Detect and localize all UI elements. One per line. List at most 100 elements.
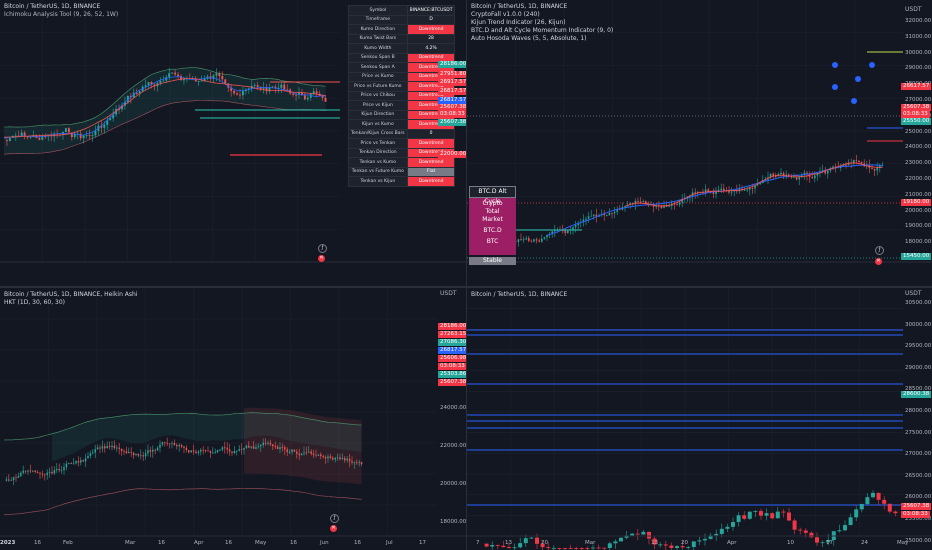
bl-candle [312,453,315,455]
tr-candle [590,215,592,217]
price-label: 27263.15 [438,331,466,338]
tl-candle [41,136,44,140]
table-key: Price vs Kumo [348,71,408,82]
tl-candle [286,89,289,91]
table-row: Tenkan vs Future Kumo Flat [348,166,456,177]
hkt-lower [3,488,362,516]
price-label: 03:08:33 [901,111,930,118]
tl-candle [144,85,147,87]
alert-icon[interactable]: ✕ [318,255,325,262]
divider-vertical[interactable] [466,0,467,550]
tr-candle [694,192,696,194]
x-tick: 24 [861,540,868,546]
br-candle [624,535,629,538]
tenkan-line [3,76,326,139]
alert-icon[interactable]: ✕ [330,525,337,532]
x-tick: 2023 [0,540,16,546]
br-candle [882,499,887,504]
tl-candle [8,137,11,142]
bl-candle [65,463,68,468]
alert-icon[interactable]: ✕ [875,258,882,265]
price-label: 26917.57 [438,79,466,86]
cycle-stable: Stable [469,257,516,265]
bl-candle [317,454,320,456]
tr-candle [730,191,733,193]
tr-candle [871,167,873,170]
bl-candle [300,453,303,456]
bl-candle [75,461,77,464]
chart-canvas-bl[interactable] [0,288,466,550]
pane-bottom-right[interactable]: Bitcoin / TetherUS, 1D, BINANCE USDT 305… [467,288,932,550]
pane-title-tl: Bitcoin / TetherUS, 1D, BINANCE Ichimoku… [4,3,118,19]
tl-candle [171,72,174,74]
bl-candle [108,446,111,448]
chart-canvas-br[interactable] [467,288,932,550]
x-tick: 16 [158,540,165,546]
tl-candle [312,91,315,94]
bl-candle [94,449,96,453]
table-row: Kumo Direction Downtrend [348,24,456,35]
br-candle [607,543,612,548]
table-key: Senkou Span A [348,62,408,73]
price-label: 26817.57 [438,88,466,95]
tr-candle [668,205,670,207]
hosoda-wave-dot [851,98,857,104]
pane-top-left[interactable]: Bitcoin / TetherUS, 1D, BINANCE Ichimoku… [0,0,466,273]
bl-candle [113,445,116,449]
table-key: Timeframe [348,14,408,25]
bl-candle [82,460,84,462]
br-candle [568,548,573,549]
tr-candle [707,189,709,192]
br-candle [501,545,506,548]
tl-candle [147,82,150,86]
price-label: 26617.57 [901,83,932,90]
bl-candle [27,470,29,472]
btcd-alt-cycle-panel: BTC.D Alt Cycle Crypto Total Market BTC.… [469,186,516,265]
bl-candle [123,450,125,452]
tl-candle [168,73,171,78]
tl-candle [23,132,26,137]
br-candle [619,537,623,542]
flag-icon[interactable]: ƒ [318,244,327,253]
table-row: Price vs Tenkan Downtrend [348,138,456,149]
bl-candle [106,446,108,449]
tr-candle [673,203,676,205]
bl-candle [260,444,262,447]
divider-horizontal[interactable] [0,286,932,288]
table-value: D [406,14,456,25]
x-tick: 16 [34,540,41,546]
bl-candle [132,452,135,456]
flag-icon[interactable]: ƒ [330,514,339,523]
tr-candle [743,189,746,191]
tr-candle [582,219,585,223]
tr-candle [595,214,598,217]
tr-candle [749,188,751,190]
x-tick: 20 [681,540,688,546]
y-tick: 29500.00 [905,343,932,350]
tl-candle [165,77,168,81]
price-label: 25550.00 [901,118,932,125]
bl-candle [111,445,113,448]
bl-candle [36,472,39,473]
br-candle [787,512,791,521]
tl-candle [70,132,73,137]
tl-candle [132,92,135,98]
y-tick: 24000.00 [440,405,466,411]
tl-candle [271,86,274,88]
br-candle [518,543,523,548]
tr-candle [517,239,520,242]
tl-candle [38,138,41,140]
bl-candle [197,451,200,453]
bl-candle [87,456,89,459]
tr-candle [525,238,527,240]
tr-candle [832,166,834,169]
br-candle [725,526,730,529]
flag-icon[interactable]: ƒ [875,246,884,255]
bl-candle [214,452,216,453]
tr-candle [772,173,774,177]
pane-top-right[interactable]: Bitcoin / TetherUS, 1D, BINANCE CryptoFa… [467,0,932,273]
br-candle [591,547,595,549]
chart-canvas-tl[interactable] [0,0,466,273]
pane-bottom-left[interactable]: Bitcoin / TetherUS, 1D, BINANCE, Heikin … [0,288,466,550]
tr-candle [665,206,668,208]
